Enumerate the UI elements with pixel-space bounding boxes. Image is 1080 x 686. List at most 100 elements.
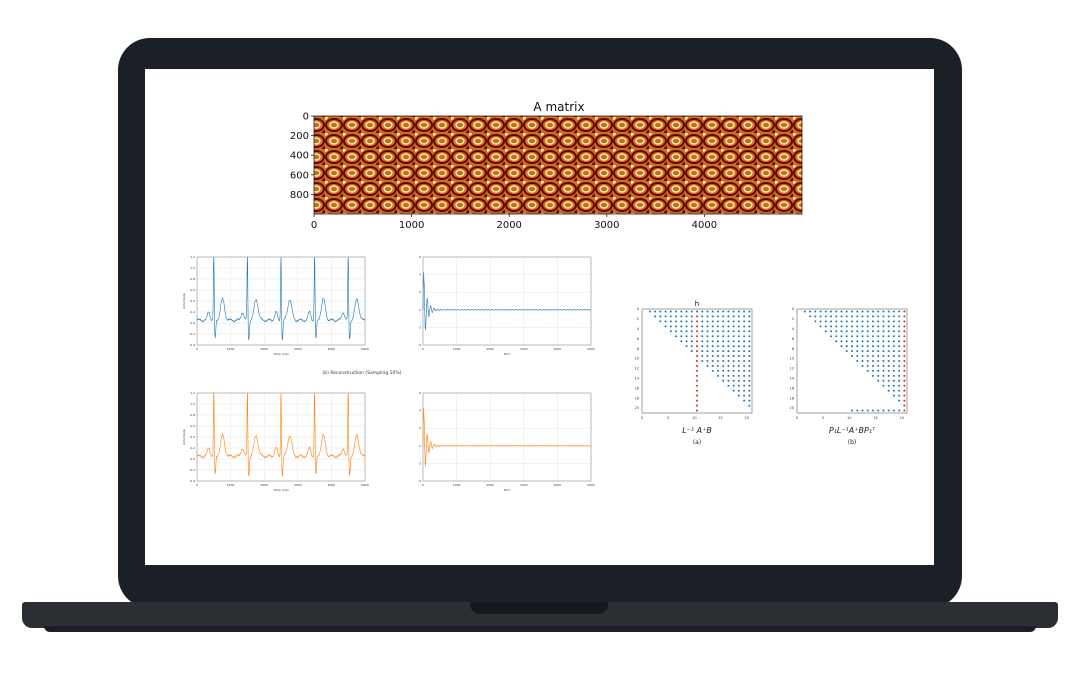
y-tick-label: -4	[418, 343, 421, 347]
sparsity-point	[722, 360, 725, 362]
sparsity-point	[727, 379, 730, 382]
sparsity-point	[722, 335, 725, 338]
sparsity-point	[903, 409, 906, 412]
a-matrix-heatmap	[314, 116, 802, 214]
sparsity-point	[871, 320, 874, 323]
y-tick-label: 4	[792, 327, 795, 331]
sparsity-point	[887, 350, 890, 353]
sparsity-point	[851, 340, 853, 343]
sparsity-point	[701, 355, 704, 358]
sparsity-point	[814, 310, 817, 313]
sparsity-point	[824, 325, 827, 328]
a-matrix-chart: A matrix 0 1000 2000 3000 4000 0 200 400 600 800	[290, 100, 803, 231]
sparsity-point	[696, 389, 698, 392]
y-axis-label: Amplitude	[182, 293, 186, 309]
sparsity-point	[748, 355, 751, 358]
sparsity-point	[701, 320, 704, 323]
sparsity-point	[856, 325, 859, 328]
sparsity-point	[711, 315, 714, 318]
sparsity-point	[680, 335, 683, 338]
sparsity-point	[840, 310, 843, 313]
sparsity-point	[696, 394, 698, 397]
laptop-notch	[470, 602, 608, 614]
sparsity-point	[866, 369, 869, 372]
sparsity-point	[903, 325, 906, 328]
sparsity-point	[716, 315, 719, 318]
sparsity-point	[882, 409, 885, 412]
y-tick-label: 4	[637, 327, 640, 331]
sparsity-point	[711, 330, 714, 333]
sparsity-point	[871, 345, 874, 348]
sparsity-point	[871, 360, 874, 362]
sparsity-point	[898, 379, 901, 382]
sparsity-point	[824, 320, 827, 323]
x-tick-label: 5000	[587, 347, 595, 351]
sparsity-point	[706, 330, 709, 333]
sparsity-point	[856, 320, 859, 323]
sparsity-point	[737, 345, 740, 348]
sparsity-point	[866, 330, 869, 333]
line-plot-1: 0 1000 2000 3000 4000 5000 1.2 1.0 0.8 0.6 0.4 0.2 0…	[182, 255, 369, 356]
y-tick-label: 12	[790, 367, 794, 371]
sparsity-point	[866, 340, 869, 343]
sparsity-point	[680, 310, 683, 313]
sparsity-point	[743, 335, 746, 338]
x-tick-label: 1000	[227, 483, 235, 487]
sparsity-point	[871, 350, 874, 353]
sparsity-point	[690, 315, 693, 318]
x-axis-label: Time (ms)	[272, 488, 288, 492]
sparsity-point	[680, 315, 683, 318]
sparsity-point	[892, 330, 895, 333]
sparsity-point	[903, 394, 906, 397]
sparsity-point	[898, 369, 901, 372]
sparsity-point	[866, 325, 869, 328]
sparsity-point	[732, 310, 735, 313]
sparsity-point	[856, 360, 859, 362]
sparsity-point	[696, 330, 698, 333]
sparsity-point	[701, 335, 704, 338]
a-matrix-y-ticks: 0 200 400 600 800	[290, 112, 314, 201]
sparsity-point	[711, 310, 714, 313]
y-tick-label: 16	[635, 386, 639, 390]
x-tick-label: 2000	[486, 347, 494, 351]
sparsity-point	[743, 350, 746, 353]
sparsity-point	[840, 325, 843, 328]
a-matrix-y-tick-label: 600	[290, 170, 309, 181]
sparsity-point	[882, 325, 885, 328]
sparsity-point	[882, 379, 885, 382]
sparsity-point	[696, 360, 698, 362]
laptop-screen: A matrix 0 1000 2000 3000 4000 0 200 400 600 800…	[145, 69, 934, 565]
sparsity-point	[727, 374, 730, 377]
sparsity-point	[722, 340, 725, 343]
sparsity-point	[669, 330, 672, 333]
sparsity-point	[866, 335, 869, 338]
sparsity-point	[830, 330, 833, 333]
y-tick-label: -2	[418, 325, 421, 329]
sparsity-point	[748, 384, 751, 387]
sparsity-point	[685, 320, 688, 323]
plot-frame	[422, 256, 592, 346]
sparsity-point	[690, 325, 693, 328]
sparsity-point	[648, 310, 651, 313]
sparsity-point	[819, 310, 822, 313]
sparsity-point	[690, 320, 693, 323]
sparsity-point	[748, 310, 751, 313]
y-tick-label: 0.0	[190, 321, 195, 325]
y-tick-label: 16	[790, 386, 794, 390]
sparsity-point	[814, 320, 817, 323]
sparsity-point	[856, 330, 859, 333]
sparsity-point	[898, 310, 901, 313]
sparsity-point	[722, 345, 725, 348]
y-tick-label: 0.4	[190, 299, 195, 303]
y-tick-label: 6	[637, 337, 639, 341]
y-tick-label: 12	[635, 367, 639, 371]
x-tick-label: 0	[796, 416, 798, 420]
x-tick-label: 0	[196, 483, 198, 487]
sparsity-point	[737, 360, 740, 362]
sparsity-point	[892, 374, 895, 377]
sparsity-point	[887, 320, 890, 323]
sparsity-point	[669, 320, 672, 323]
y-tick-label: 18	[635, 396, 639, 400]
sparsity-point	[892, 355, 895, 358]
sparsity-point	[748, 335, 751, 338]
